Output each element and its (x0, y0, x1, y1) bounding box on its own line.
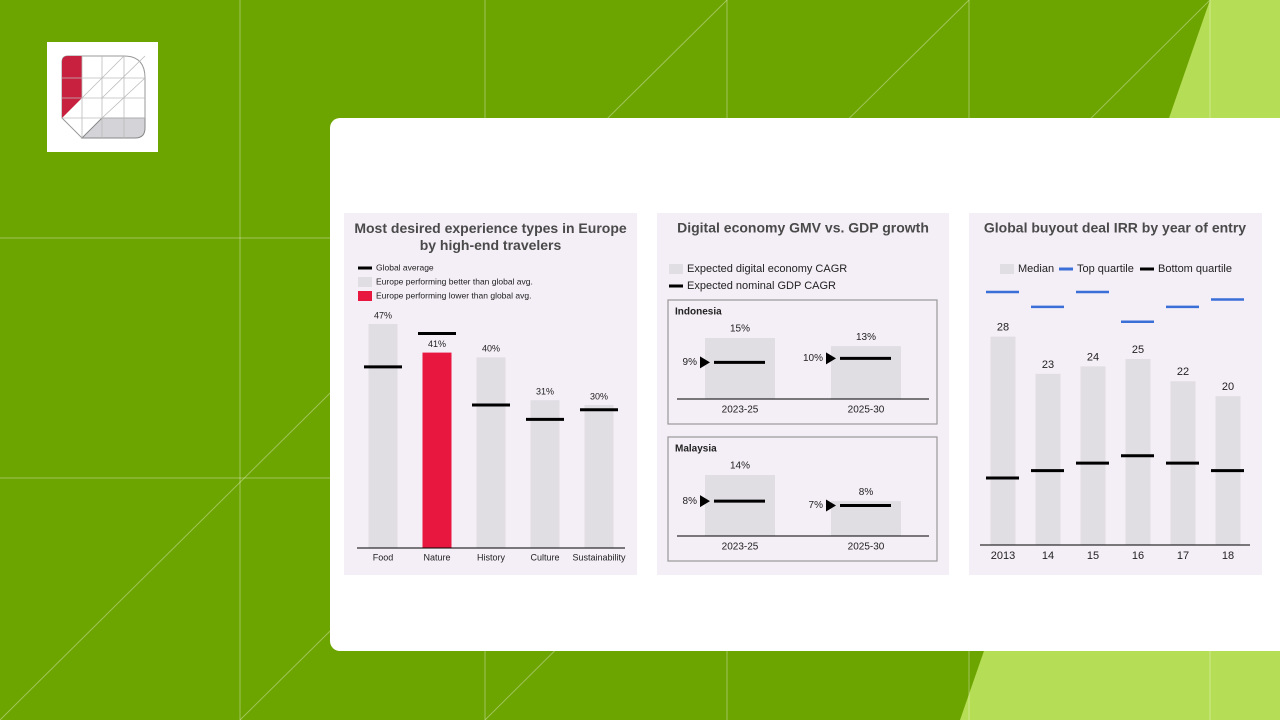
legend-label: Expected nominal GDP CAGR (687, 280, 836, 292)
chart-title-box: Most desired experience types in Europe … (354, 220, 627, 253)
value-label: 14% (730, 461, 750, 472)
bar (1080, 366, 1106, 545)
marker-arrow (700, 356, 710, 369)
bar (705, 338, 775, 399)
value-label: 13% (856, 332, 876, 343)
panel-box (667, 436, 938, 562)
marker-arrow (700, 495, 710, 508)
x-tick-label: Nature (423, 552, 450, 562)
legend-label: Median (1018, 263, 1054, 275)
value-label: 8% (859, 487, 874, 498)
x-tick-label: 14 (1042, 550, 1054, 562)
legend-label: Global average (376, 262, 434, 272)
x-tick-label: 2023-25 (722, 405, 759, 416)
value-label: 47% (374, 310, 392, 320)
bar (1035, 373, 1061, 545)
logo (47, 42, 158, 152)
legend-label: Top quartile (1077, 263, 1134, 275)
x-tick-label: 16 (1132, 550, 1144, 562)
x-tick-label: 2013 (991, 550, 1015, 562)
marker-label: 8% (683, 496, 698, 507)
value-label: 28 (997, 322, 1009, 334)
marker-arrow (826, 352, 836, 365)
panel-title: Malaysia (675, 444, 717, 455)
bar (831, 346, 901, 399)
legend-swatch (358, 277, 372, 287)
panel-box (667, 299, 938, 425)
panel-title: Indonesia (675, 307, 722, 318)
bar (476, 357, 506, 548)
bar (530, 400, 560, 548)
value-label: 15% (730, 324, 750, 335)
x-tick-label: History (477, 552, 506, 562)
value-label: 22 (1177, 366, 1189, 378)
legend-label: Expected digital economy CAGR (687, 263, 847, 275)
value-label: 24 (1087, 351, 1099, 363)
chart-title: Digital economy GMV vs. GDP growth (677, 220, 929, 236)
x-tick-label: 18 (1222, 550, 1234, 562)
marker-label: 9% (683, 357, 698, 368)
marker-arrow (826, 499, 836, 512)
chart-title: Most desired experience types in Europe … (354, 220, 627, 253)
bar (422, 352, 452, 548)
marker-label: 10% (803, 353, 823, 364)
value-label: 30% (590, 391, 608, 401)
legend-label: Europe performing lower than global avg. (376, 290, 531, 300)
chart-panel (969, 213, 1262, 575)
bar (705, 475, 775, 536)
legend-label: Europe performing better than global avg… (376, 276, 533, 286)
chart-title: Global buyout deal IRR by year of entry (984, 220, 1246, 236)
bar (1125, 358, 1151, 545)
value-label: 20 (1222, 381, 1234, 393)
bar (368, 324, 398, 548)
x-tick-label: 2025-30 (848, 542, 885, 553)
marker-label: 7% (809, 500, 824, 511)
x-tick-label: 2025-30 (848, 405, 885, 416)
x-tick-label: Sustainability (572, 552, 626, 562)
value-label: 25 (1132, 344, 1144, 356)
bar (584, 405, 614, 548)
x-tick-label: 2023-25 (722, 542, 759, 553)
x-tick-label: 17 (1177, 550, 1189, 562)
value-label: 40% (482, 344, 500, 354)
x-tick-label: 15 (1087, 550, 1099, 562)
legend-swatch (1000, 264, 1014, 274)
value-label: 41% (428, 339, 446, 349)
x-tick-label: Food (373, 552, 394, 562)
bar (990, 336, 1016, 545)
value-label: 31% (536, 387, 554, 397)
legend-label: Bottom quartile (1158, 263, 1232, 275)
value-label: 23 (1042, 359, 1054, 371)
legend-swatch (358, 291, 372, 301)
legend-swatch (669, 264, 683, 274)
x-tick-label: Culture (530, 552, 559, 562)
